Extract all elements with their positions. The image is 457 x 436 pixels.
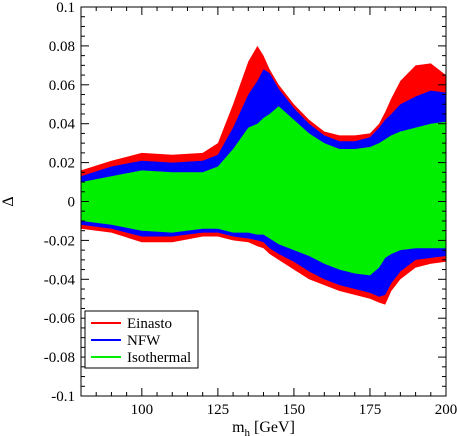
x-axis-label-unit: [GeV] (250, 419, 295, 436)
x-tick-label: 100 (131, 402, 154, 418)
y-tick-label: 0.02 (49, 156, 75, 172)
y-tick-label: -0.06 (44, 311, 76, 327)
y-tick-label: 0.06 (49, 78, 76, 94)
x-tick-label: 150 (283, 402, 306, 418)
y-tick-label: -0.04 (44, 272, 76, 288)
y-tick-label: -0.08 (44, 350, 75, 366)
y-tick-label: -0.02 (44, 233, 75, 249)
legend-label-nfw: NFW (127, 333, 161, 349)
y-tick-label: 0.08 (49, 39, 75, 55)
x-tick-label: 200 (435, 402, 457, 418)
y-tick-label: -0.1 (51, 389, 75, 405)
x-axis-ticks: 100 125 150 175 200 (80, 7, 457, 418)
y-tick-label: 0.1 (56, 0, 75, 16)
y-tick-label: 0.04 (49, 117, 76, 133)
data-bands (81, 45, 446, 305)
x-tick-label: 125 (207, 402, 230, 418)
band-isothermal (81, 106, 446, 276)
x-axis-label-main: m (232, 419, 245, 436)
x-tick-label: 175 (359, 402, 382, 418)
y-tick-label: 0 (68, 195, 76, 211)
x-axis-label: mh [GeV] (232, 419, 295, 436)
legend-label-isothermal: Isothermal (127, 350, 191, 366)
y-axis-label: Δ (0, 196, 17, 206)
y-axis-ticks: -0.1 -0.08 -0.06 -0.04 -0.02 0 0.02 0.04 0.06 0.0… (44, 0, 446, 405)
legend-label-einasto: Einasto (127, 316, 172, 332)
x-axis-label-subscript: h (245, 427, 251, 436)
